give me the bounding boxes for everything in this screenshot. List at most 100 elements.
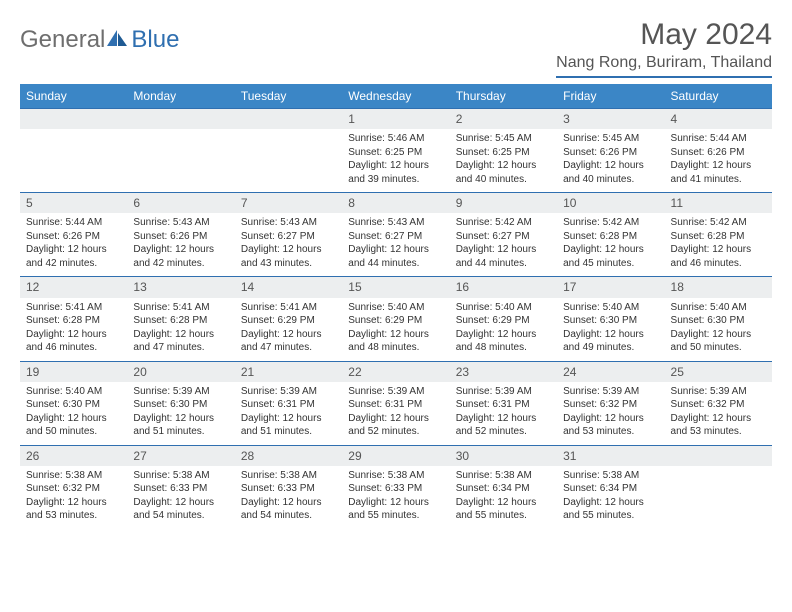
day-details: Sunrise: 5:44 AMSunset: 6:26 PMDaylight:…	[665, 129, 772, 192]
sail-icon	[107, 28, 129, 53]
day-number: 20	[127, 362, 234, 382]
day-details: Sunrise: 5:42 AMSunset: 6:27 PMDaylight:…	[450, 213, 557, 276]
calendar-cell: 26Sunrise: 5:38 AMSunset: 6:32 PMDayligh…	[20, 445, 127, 529]
weekday-header: Monday	[127, 84, 234, 109]
calendar-cell	[235, 109, 342, 193]
day-number: 9	[450, 193, 557, 213]
calendar-cell: 14Sunrise: 5:41 AMSunset: 6:29 PMDayligh…	[235, 277, 342, 361]
brand-text-1: General	[20, 26, 105, 54]
weekday-header: Friday	[557, 84, 664, 109]
day-number: 12	[20, 277, 127, 297]
calendar-cell: 9Sunrise: 5:42 AMSunset: 6:27 PMDaylight…	[450, 193, 557, 277]
day-number: 29	[342, 446, 449, 466]
calendar-cell: 7Sunrise: 5:43 AMSunset: 6:27 PMDaylight…	[235, 193, 342, 277]
day-details: Sunrise: 5:44 AMSunset: 6:26 PMDaylight:…	[20, 213, 127, 276]
day-details: Sunrise: 5:39 AMSunset: 6:31 PMDaylight:…	[342, 382, 449, 445]
day-number: 2	[450, 109, 557, 129]
day-number: 23	[450, 362, 557, 382]
weekday-header: Saturday	[665, 84, 772, 109]
calendar-cell	[20, 109, 127, 193]
day-number: 10	[557, 193, 664, 213]
calendar-cell: 17Sunrise: 5:40 AMSunset: 6:30 PMDayligh…	[557, 277, 664, 361]
day-number: 11	[665, 193, 772, 213]
calendar-cell: 20Sunrise: 5:39 AMSunset: 6:30 PMDayligh…	[127, 361, 234, 445]
day-details: Sunrise: 5:42 AMSunset: 6:28 PMDaylight:…	[557, 213, 664, 276]
day-number: 8	[342, 193, 449, 213]
day-details: Sunrise: 5:42 AMSunset: 6:28 PMDaylight:…	[665, 213, 772, 276]
calendar-cell: 3Sunrise: 5:45 AMSunset: 6:26 PMDaylight…	[557, 109, 664, 193]
day-number: 13	[127, 277, 234, 297]
calendar-table: SundayMondayTuesdayWednesdayThursdayFrid…	[20, 84, 772, 529]
day-details: Sunrise: 5:38 AMSunset: 6:33 PMDaylight:…	[127, 466, 234, 529]
day-number: 21	[235, 362, 342, 382]
calendar-cell: 2Sunrise: 5:45 AMSunset: 6:25 PMDaylight…	[450, 109, 557, 193]
day-details: Sunrise: 5:38 AMSunset: 6:33 PMDaylight:…	[342, 466, 449, 529]
calendar-cell: 18Sunrise: 5:40 AMSunset: 6:30 PMDayligh…	[665, 277, 772, 361]
day-details: Sunrise: 5:40 AMSunset: 6:30 PMDaylight:…	[20, 382, 127, 445]
calendar-cell: 28Sunrise: 5:38 AMSunset: 6:33 PMDayligh…	[235, 445, 342, 529]
day-details: Sunrise: 5:38 AMSunset: 6:34 PMDaylight:…	[557, 466, 664, 529]
day-number: 3	[557, 109, 664, 129]
day-number: 19	[20, 362, 127, 382]
calendar-cell: 29Sunrise: 5:38 AMSunset: 6:33 PMDayligh…	[342, 445, 449, 529]
day-number: 22	[342, 362, 449, 382]
day-number: 6	[127, 193, 234, 213]
day-number: 24	[557, 362, 664, 382]
day-details: Sunrise: 5:45 AMSunset: 6:25 PMDaylight:…	[450, 129, 557, 192]
month-title: May 2024	[556, 18, 772, 52]
day-number: 5	[20, 193, 127, 213]
day-details: Sunrise: 5:41 AMSunset: 6:29 PMDaylight:…	[235, 298, 342, 361]
calendar-cell: 16Sunrise: 5:40 AMSunset: 6:29 PMDayligh…	[450, 277, 557, 361]
calendar-cell: 23Sunrise: 5:39 AMSunset: 6:31 PMDayligh…	[450, 361, 557, 445]
calendar-cell: 5Sunrise: 5:44 AMSunset: 6:26 PMDaylight…	[20, 193, 127, 277]
day-details: Sunrise: 5:40 AMSunset: 6:30 PMDaylight:…	[665, 298, 772, 361]
day-details: Sunrise: 5:39 AMSunset: 6:32 PMDaylight:…	[665, 382, 772, 445]
day-number: 18	[665, 277, 772, 297]
day-number: 4	[665, 109, 772, 129]
calendar-cell: 24Sunrise: 5:39 AMSunset: 6:32 PMDayligh…	[557, 361, 664, 445]
day-details: Sunrise: 5:39 AMSunset: 6:30 PMDaylight:…	[127, 382, 234, 445]
day-number: 28	[235, 446, 342, 466]
day-details: Sunrise: 5:38 AMSunset: 6:32 PMDaylight:…	[20, 466, 127, 529]
day-number: 14	[235, 277, 342, 297]
day-details: Sunrise: 5:38 AMSunset: 6:34 PMDaylight:…	[450, 466, 557, 529]
day-details: Sunrise: 5:39 AMSunset: 6:31 PMDaylight:…	[235, 382, 342, 445]
day-details: Sunrise: 5:45 AMSunset: 6:26 PMDaylight:…	[557, 129, 664, 192]
calendar-cell: 21Sunrise: 5:39 AMSunset: 6:31 PMDayligh…	[235, 361, 342, 445]
day-number: 7	[235, 193, 342, 213]
weekday-header: Wednesday	[342, 84, 449, 109]
calendar-cell: 1Sunrise: 5:46 AMSunset: 6:25 PMDaylight…	[342, 109, 449, 193]
day-number: 31	[557, 446, 664, 466]
day-number: 27	[127, 446, 234, 466]
day-details: Sunrise: 5:40 AMSunset: 6:30 PMDaylight:…	[557, 298, 664, 361]
calendar-cell: 6Sunrise: 5:43 AMSunset: 6:26 PMDaylight…	[127, 193, 234, 277]
calendar-cell	[665, 445, 772, 529]
weekday-header: Tuesday	[235, 84, 342, 109]
day-number: 1	[342, 109, 449, 129]
weekday-header: Thursday	[450, 84, 557, 109]
calendar-cell	[127, 109, 234, 193]
brand-text-2: Blue	[131, 26, 179, 54]
calendar-cell: 8Sunrise: 5:43 AMSunset: 6:27 PMDaylight…	[342, 193, 449, 277]
calendar-cell: 4Sunrise: 5:44 AMSunset: 6:26 PMDaylight…	[665, 109, 772, 193]
weekday-header: Sunday	[20, 84, 127, 109]
day-details: Sunrise: 5:39 AMSunset: 6:32 PMDaylight:…	[557, 382, 664, 445]
calendar-cell: 12Sunrise: 5:41 AMSunset: 6:28 PMDayligh…	[20, 277, 127, 361]
day-details: Sunrise: 5:46 AMSunset: 6:25 PMDaylight:…	[342, 129, 449, 192]
calendar-cell: 10Sunrise: 5:42 AMSunset: 6:28 PMDayligh…	[557, 193, 664, 277]
day-details: Sunrise: 5:40 AMSunset: 6:29 PMDaylight:…	[450, 298, 557, 361]
day-number: 17	[557, 277, 664, 297]
day-details: Sunrise: 5:43 AMSunset: 6:27 PMDaylight:…	[235, 213, 342, 276]
calendar-cell: 31Sunrise: 5:38 AMSunset: 6:34 PMDayligh…	[557, 445, 664, 529]
day-details: Sunrise: 5:43 AMSunset: 6:27 PMDaylight:…	[342, 213, 449, 276]
day-details: Sunrise: 5:41 AMSunset: 6:28 PMDaylight:…	[127, 298, 234, 361]
day-details: Sunrise: 5:43 AMSunset: 6:26 PMDaylight:…	[127, 213, 234, 276]
day-number: 26	[20, 446, 127, 466]
day-number: 16	[450, 277, 557, 297]
day-details: Sunrise: 5:40 AMSunset: 6:29 PMDaylight:…	[342, 298, 449, 361]
day-details: Sunrise: 5:41 AMSunset: 6:28 PMDaylight:…	[20, 298, 127, 361]
calendar-cell: 27Sunrise: 5:38 AMSunset: 6:33 PMDayligh…	[127, 445, 234, 529]
calendar-cell: 22Sunrise: 5:39 AMSunset: 6:31 PMDayligh…	[342, 361, 449, 445]
day-details: Sunrise: 5:39 AMSunset: 6:31 PMDaylight:…	[450, 382, 557, 445]
day-number: 30	[450, 446, 557, 466]
